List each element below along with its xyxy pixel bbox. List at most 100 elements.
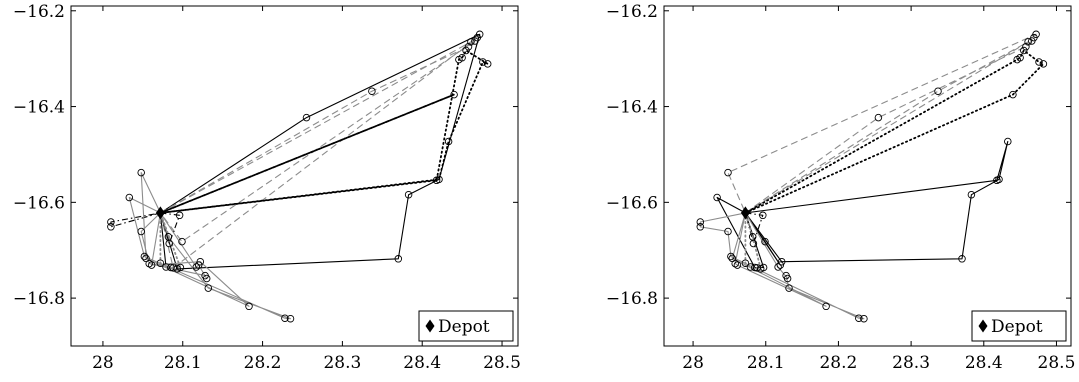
route-line-1 xyxy=(744,140,1009,263)
route-line-11 xyxy=(140,212,208,280)
route-line-9 xyxy=(731,212,827,307)
customer-point xyxy=(1022,42,1030,51)
customer-point xyxy=(733,261,742,269)
customer-point xyxy=(281,314,289,322)
y-tick-label: −16.6 xyxy=(606,193,658,213)
route-line-8 xyxy=(159,212,181,245)
customer-point xyxy=(137,227,145,236)
customer-nodes xyxy=(696,30,1048,323)
route-line-6 xyxy=(744,49,1045,214)
chart-panel-1: 28 28.1 28.2 28.3 28.4 28.5 −16.2 −16.4 −16.6 −16… xyxy=(13,2,521,373)
customer-point xyxy=(479,58,487,66)
customer-point xyxy=(467,38,475,46)
customer-point xyxy=(1009,90,1017,99)
customer-point xyxy=(450,90,458,99)
customer-point xyxy=(107,223,115,231)
customer-point xyxy=(783,274,792,283)
legend-label-depot: Depot xyxy=(438,317,490,337)
depot-marker xyxy=(155,206,165,220)
x-tick-label: 28.3 xyxy=(323,353,361,373)
customer-point xyxy=(860,314,868,323)
customer-point xyxy=(165,239,173,248)
chart-panel-2: 28 28.1 28.2 28.3 28.4 28.5 −16.2 −16.4 −16.6 −16… xyxy=(606,2,1076,373)
x-tick-label: 28 xyxy=(682,353,704,373)
customer-nodes xyxy=(107,30,492,323)
legend: Depot xyxy=(418,310,514,342)
route-line-8 xyxy=(699,212,865,320)
x-tick-label: 28 xyxy=(92,353,114,373)
customer-point xyxy=(731,259,739,268)
depot-marker xyxy=(740,206,750,220)
x-tick-label: 28.4 xyxy=(965,353,1003,373)
y-tick-label: −16.4 xyxy=(13,98,65,118)
customer-point xyxy=(175,211,184,220)
customer-point xyxy=(125,193,134,202)
route-line-3 xyxy=(159,40,476,243)
route-line-12 xyxy=(159,211,182,269)
customer-point xyxy=(147,261,156,269)
x-tick-label: 28.5 xyxy=(1038,353,1076,373)
customer-point xyxy=(107,218,115,226)
route-line-4 xyxy=(159,37,478,269)
y-tick-label: −16.8 xyxy=(13,289,65,309)
customer-point xyxy=(822,302,830,311)
routes xyxy=(699,33,1045,320)
customer-point xyxy=(1039,60,1048,68)
y-tick-label: −16.2 xyxy=(13,2,65,22)
customer-point xyxy=(196,257,205,266)
customer-point xyxy=(1032,30,1040,39)
axis-frame xyxy=(70,5,519,347)
customer-point xyxy=(713,193,721,202)
customer-point xyxy=(696,223,705,231)
customer-point xyxy=(696,218,705,226)
customer-point xyxy=(785,284,793,292)
customer-point xyxy=(302,113,311,122)
y-tick-label: −16.4 xyxy=(606,98,658,118)
customer-point xyxy=(749,239,758,248)
x-tick-label: 28.1 xyxy=(164,353,202,373)
customer-point xyxy=(855,314,863,322)
customer-point xyxy=(464,42,473,51)
route-line-6 xyxy=(159,49,489,214)
customer-point xyxy=(462,46,470,55)
legend-box xyxy=(971,310,1067,342)
customer-point xyxy=(967,190,976,199)
customer-point xyxy=(145,259,153,268)
customer-point xyxy=(176,263,185,272)
legend-box xyxy=(418,310,514,342)
route-line-5 xyxy=(745,41,1029,214)
y-tick-label: −16.6 xyxy=(13,193,65,213)
route-line-9 xyxy=(128,196,292,320)
customer-point xyxy=(192,263,201,271)
legend-label-depot: Depot xyxy=(991,317,1043,337)
customer-point xyxy=(368,87,376,95)
x-tick-label: 28.5 xyxy=(483,353,521,373)
customer-point xyxy=(1004,137,1012,146)
customer-point xyxy=(483,60,492,68)
customer-point xyxy=(404,190,413,199)
customer-point xyxy=(204,284,213,292)
customer-point xyxy=(245,302,253,311)
customer-point xyxy=(475,30,484,39)
customer-point xyxy=(874,113,883,122)
customer-point xyxy=(162,263,170,271)
y-tick-label: −16.2 xyxy=(606,2,658,22)
customer-point xyxy=(934,87,942,95)
x-tick-label: 28.4 xyxy=(403,353,441,373)
y-tick-label: −16.8 xyxy=(606,289,658,309)
customer-point xyxy=(761,237,769,246)
route-line-7 xyxy=(110,212,161,228)
route-line-5 xyxy=(159,93,456,214)
customer-point xyxy=(776,261,785,269)
route-line-4 xyxy=(727,33,1037,214)
customer-point xyxy=(194,261,203,269)
legend: Depot xyxy=(971,310,1067,342)
axis-frame xyxy=(663,5,1072,347)
routes xyxy=(110,33,489,320)
route-line-10 xyxy=(744,211,762,270)
route-line-1 xyxy=(159,33,481,270)
customer-point xyxy=(774,263,782,271)
customer-point xyxy=(169,264,177,272)
customer-point xyxy=(202,274,211,283)
